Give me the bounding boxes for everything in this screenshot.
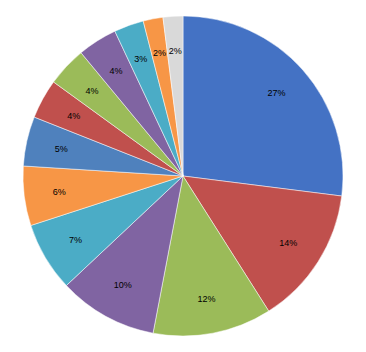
svg-text:12%: 12% bbox=[197, 294, 215, 304]
svg-text:4%: 4% bbox=[67, 111, 80, 121]
svg-text:5%: 5% bbox=[55, 144, 68, 154]
svg-text:27%: 27% bbox=[268, 88, 286, 98]
svg-text:6%: 6% bbox=[53, 187, 66, 197]
svg-text:10%: 10% bbox=[114, 280, 132, 290]
svg-text:4%: 4% bbox=[86, 86, 99, 96]
svg-text:2%: 2% bbox=[169, 46, 182, 56]
svg-text:2%: 2% bbox=[153, 48, 166, 58]
svg-text:7%: 7% bbox=[69, 235, 82, 245]
svg-text:3%: 3% bbox=[134, 54, 147, 64]
svg-text:4%: 4% bbox=[110, 66, 123, 76]
svg-text:14%: 14% bbox=[279, 238, 297, 248]
